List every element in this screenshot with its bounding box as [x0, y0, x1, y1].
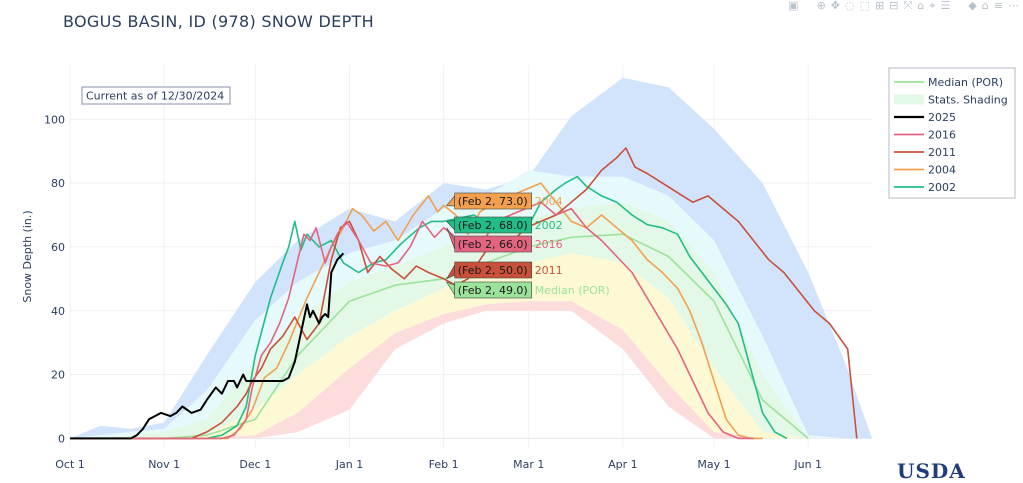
select-icon[interactable]: ⬚ — [859, 0, 871, 12]
x-tick-label: May 1 — [697, 458, 730, 471]
chart-toolbar: ▣ ⊕ ✥ ◌ ⬚ ⊞ ⊟ ⤧ ⌂ ⌖ ☰ ◆ ⌂ ≡ ⋯ — [788, 0, 1019, 12]
series-line-2025 — [70, 252, 345, 440]
x-tick-label: Mar 1 — [513, 458, 544, 471]
chart-title: BOGUS BASIN, ID (978) SNOW DEPTH — [63, 12, 374, 31]
axes: Oct 1 Nov 1 Dec 1 Jan 1 Feb 1 Mar 1 Apr 1 May 1… — [21, 113, 822, 471]
zoom-icon[interactable]: ⊕ — [816, 0, 826, 12]
y-tick-label: 80 — [51, 177, 65, 190]
hover-label-median-por: (Feb 2, 49.0) Median (POR) — [445, 281, 610, 299]
hover-series-name: Median (POR) — [535, 284, 610, 297]
x-tick-label: Jun 1 — [793, 458, 822, 471]
stats-shading — [70, 77, 872, 439]
legend-label: 2025 — [928, 111, 956, 124]
pan-icon[interactable]: ✥ — [830, 0, 840, 12]
autoscale-icon[interactable]: ⤧ — [903, 0, 913, 12]
legend-label: 2002 — [928, 181, 956, 194]
legend-label: 2011 — [928, 146, 956, 159]
hover-value: (Feb 2, 73.0) — [458, 195, 528, 208]
hover-label-2002: (Feb 2, 68.0) 2002 — [446, 216, 563, 234]
menu-icon[interactable]: ⋯ — [1008, 0, 1019, 12]
y-tick-label: 0 — [58, 432, 65, 445]
hover-series-name: 2004 — [535, 195, 563, 208]
hover-closest-icon[interactable]: ◆ — [968, 0, 977, 12]
hover-value: (Feb 2, 68.0) — [458, 219, 528, 232]
shading-p70-p30 — [70, 202, 872, 439]
hover-box — [454, 281, 532, 299]
spike-icon[interactable]: ⌖ — [929, 0, 936, 12]
x-tick-label: Jan 1 — [335, 458, 363, 471]
zoom-in-icon[interactable]: ⊞ — [875, 0, 885, 12]
hover-value: (Feb 2, 49.0) — [458, 284, 528, 297]
shading-p10-min — [70, 301, 872, 439]
x-tick-label: Nov 1 — [148, 458, 180, 471]
hover-box — [454, 261, 532, 279]
y-tick-label: 60 — [51, 241, 65, 254]
legend-label: Stats. Shading — [928, 94, 1008, 107]
x-tick-label: Dec 1 — [239, 458, 271, 471]
hover-series-name: 2016 — [535, 238, 563, 251]
shading-max-p90 — [70, 77, 872, 439]
legend-label: Median (POR) — [928, 76, 1003, 89]
legend-item-2016: 2016 — [894, 129, 956, 142]
zoom-out-icon[interactable]: ⊟ — [889, 0, 899, 12]
legend-box — [888, 67, 1016, 199]
lasso-icon[interactable]: ◌ — [845, 0, 855, 12]
annotation-box — [81, 86, 231, 105]
legend-label: 2004 — [928, 164, 956, 177]
x-tick-label: Oct 1 — [55, 458, 85, 471]
usda-logo: USDA — [897, 459, 966, 483]
current-date-annotation: Current as of 12/30/2024 — [81, 86, 231, 105]
legend-swatch — [894, 94, 924, 105]
annotation-text: Current as of 12/30/2024 — [86, 90, 224, 103]
legend-item-2011: 2011 — [894, 146, 956, 159]
y-tick-label: 20 — [51, 369, 65, 382]
hover-box — [454, 192, 532, 210]
hover-series-name: 2011 — [535, 264, 563, 277]
legend: Median (POR) Stats. Shading 2025 2016 2011 20… — [888, 67, 1016, 199]
legend-item-2002: 2002 — [894, 181, 956, 194]
legend-item-stats-shading: Stats. Shading — [894, 94, 1008, 107]
x-tick-label: Apr 1 — [608, 458, 638, 471]
compare-icon[interactable]: ☰ — [940, 0, 951, 12]
hover-label-2011: (Feb 2, 50.0) 2011 — [445, 261, 563, 280]
y-tick-label: 100 — [44, 113, 65, 126]
hover-label-2016: (Feb 2, 66.0) 2016 — [446, 227, 563, 253]
legend-label: 2016 — [928, 129, 956, 142]
legend-item-median-por: Median (POR) — [894, 76, 1003, 89]
hover-series-name: 2002 — [535, 219, 563, 232]
hover-box — [454, 235, 532, 253]
toggle-spikes-icon[interactable]: ≡ — [993, 0, 1003, 12]
hover-box — [454, 216, 532, 234]
legend-item-2025: 2025 — [894, 111, 956, 124]
legend-item-2004: 2004 — [894, 164, 956, 177]
home-icon[interactable]: ⌂ — [981, 0, 989, 12]
camera-icon[interactable]: ▣ — [788, 0, 799, 12]
hover-value: (Feb 2, 50.0) — [458, 264, 528, 277]
y-axis-title: Snow Depth (in.) — [21, 210, 34, 302]
reset-axes-icon[interactable]: ⌂ — [917, 0, 925, 12]
series-line-2016 — [70, 201, 754, 440]
hover-label-2004: (Feb 2, 73.0) 2004 — [446, 192, 563, 210]
hover-labels: (Feb 2, 73.0) 2004(Feb 2, 68.0) 2002(Feb 2… — [445, 192, 610, 299]
hover-value: (Feb 2, 66.0) — [458, 238, 528, 251]
y-tick-label: 40 — [51, 305, 65, 318]
x-tick-label: Feb 1 — [429, 458, 459, 471]
